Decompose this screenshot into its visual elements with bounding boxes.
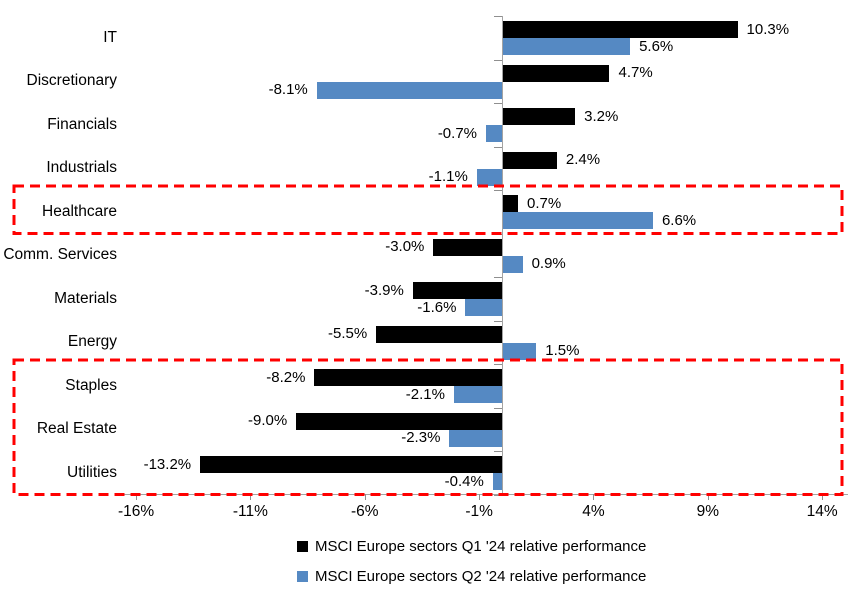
- bar-q2-energy: [502, 342, 537, 360]
- bar-q1-discretionary: [502, 64, 610, 82]
- bar-q1-healthcare: [502, 195, 518, 212]
- value-label-q2-industrials: -1.1%: [428, 168, 468, 185]
- category-tick: [494, 320, 502, 322]
- bar-q2-materials: [465, 299, 502, 316]
- legend-q2-swatch-icon: [297, 571, 308, 582]
- category-label-staples: Staples: [65, 376, 117, 394]
- value-label-q2-it: 5.6%: [639, 37, 674, 55]
- category-tick: [494, 103, 502, 104]
- bar-q1-materials: [412, 282, 502, 299]
- value-label-q1-staples: -8.2%: [266, 368, 306, 386]
- value-label-q2-materials: -1.6%: [417, 298, 457, 316]
- bar-q1-real-estate: [296, 412, 502, 430]
- value-label-q2-healthcare: 6.6%: [661, 211, 697, 229]
- category-tick: [494, 494, 502, 496]
- x-axis-tick: [593, 494, 595, 500]
- bar-q2-real-estate: [449, 429, 502, 447]
- value-axis-line: [502, 16, 503, 495]
- category-tick: [494, 16, 502, 17]
- value-label-q1-it: 10.3%: [746, 20, 790, 38]
- category-label-comm-services: Comm. Services: [3, 246, 117, 264]
- bar-q1-comm-services: [433, 238, 502, 256]
- category-label-utilities: Utilities: [67, 463, 117, 481]
- bar-q2-healthcare: [502, 212, 653, 229]
- bar-q2-it: [502, 38, 631, 55]
- legend-item-q1: MSCI Europe sectors Q1 '24 relative perf…: [297, 538, 646, 555]
- category-tick: [494, 451, 502, 452]
- category-tick: [494, 59, 502, 61]
- category-tick: [494, 146, 502, 148]
- value-label-q1-comm-services: -3.0%: [385, 238, 425, 255]
- value-label-q2-comm-services: 0.9%: [531, 255, 566, 272]
- value-label-q2-staples: -2.1%: [405, 385, 445, 403]
- category-tick: [494, 364, 502, 365]
- value-label-q1-materials: -3.9%: [364, 281, 404, 299]
- value-label-q2-utilities: -0.4%: [444, 472, 484, 490]
- x-axis-label--1: -1%: [465, 503, 493, 520]
- category-label-it: IT: [103, 28, 117, 46]
- x-axis-label-9: 9%: [696, 503, 720, 520]
- bar-q2-utilities: [492, 473, 502, 490]
- category-label-discretionary: Discretionary: [26, 72, 117, 90]
- category-label-energy: Energy: [67, 333, 117, 351]
- bar-q1-utilities: [200, 456, 502, 473]
- value-label-q1-utilities: -13.2%: [143, 455, 192, 473]
- x-axis-tick: [822, 494, 824, 500]
- bar-q1-energy: [376, 325, 502, 343]
- category-label-healthcare: Healthcare: [42, 202, 117, 220]
- value-label-q1-discretionary: 4.7%: [618, 64, 653, 81]
- x-axis-label--16: -16%: [117, 503, 155, 520]
- bar-q1-industrials: [502, 151, 557, 169]
- value-label-q2-real-estate: -2.3%: [401, 429, 441, 446]
- category-tick: [494, 190, 502, 191]
- value-label-q2-financials: -0.7%: [437, 124, 477, 142]
- value-label-q1-healthcare: 0.7%: [527, 194, 562, 212]
- bar-q2-discretionary: [316, 81, 502, 99]
- value-label-q1-financials: 3.2%: [584, 107, 619, 125]
- x-axis-label--11: -11%: [232, 503, 268, 520]
- x-axis-label-4: 4%: [582, 503, 605, 520]
- x-axis-label--6: -6%: [350, 503, 379, 520]
- bar-q1-staples: [314, 369, 502, 386]
- value-label-q2-energy: 1.5%: [545, 342, 580, 359]
- bar-q2-comm-services: [502, 255, 523, 273]
- category-label-industrials: Industrials: [46, 159, 117, 177]
- x-axis-tick: [136, 494, 138, 500]
- value-label-q1-real-estate: -9.0%: [247, 412, 288, 429]
- category-axis-line: [122, 494, 848, 495]
- x-axis-tick: [364, 494, 366, 500]
- category-tick: [494, 277, 502, 278]
- x-axis-tick: [707, 494, 709, 500]
- value-label-q1-energy: -5.5%: [328, 325, 368, 342]
- category-tick: [494, 407, 502, 409]
- value-label-q2-discretionary: -8.1%: [268, 81, 308, 98]
- bar-q2-staples: [453, 386, 502, 403]
- legend-item-q2: MSCI Europe sectors Q2 '24 relative perf…: [297, 568, 646, 585]
- legend-q1-label: MSCI Europe sectors Q1 '24 relative perf…: [315, 538, 647, 555]
- category-tick: [494, 233, 502, 235]
- bar-q1-financials: [502, 108, 576, 125]
- legend-q2-label: MSCI Europe sectors Q2 '24 relative perf…: [315, 568, 647, 585]
- value-label-q1-industrials: 2.4%: [565, 151, 601, 168]
- bar-q2-industrials: [476, 168, 502, 186]
- category-label-real-estate: Real Estate: [36, 420, 117, 438]
- x-axis-tick: [479, 494, 481, 500]
- category-label-materials: Materials: [54, 289, 117, 307]
- x-axis-label-14: 14%: [806, 503, 838, 520]
- legend-q1-swatch-icon: [297, 541, 308, 552]
- bar-q2-financials: [485, 125, 502, 142]
- x-axis-tick: [250, 494, 252, 500]
- category-label-financials: Financials: [47, 115, 117, 133]
- bar-q1-it: [502, 21, 738, 38]
